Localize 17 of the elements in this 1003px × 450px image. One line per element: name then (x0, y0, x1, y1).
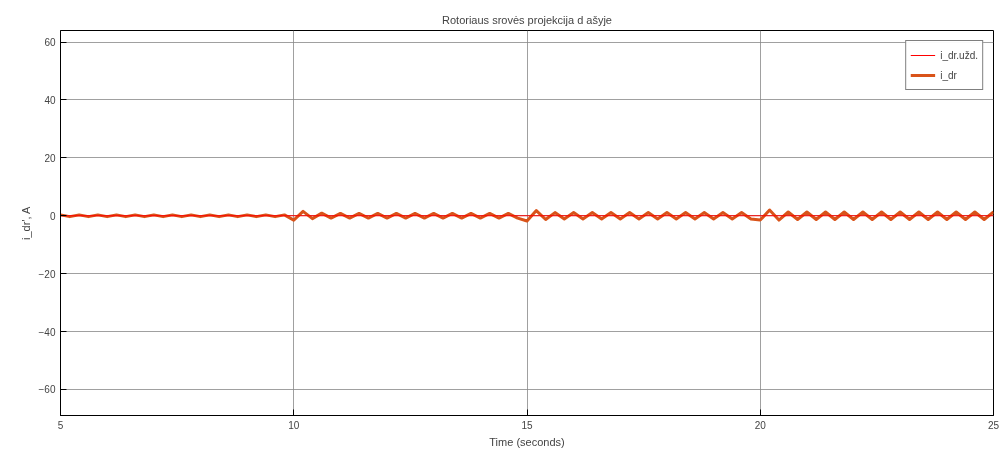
x-tick-label: 5 (57, 419, 64, 431)
y-axis-title: i_dr', A (19, 206, 32, 240)
legend-label: i_dr.užd. (940, 49, 978, 61)
x-axis-title: Time (seconds) (489, 435, 565, 448)
x-tick-label: 25 (987, 419, 1000, 431)
chart-title: Rotoriaus srovės projekcija d ašyje (442, 13, 612, 26)
x-tick-label: 15 (521, 419, 533, 431)
y-tick-label: 0 (49, 210, 56, 222)
x-tick-label: 10 (288, 419, 300, 431)
legend-label: i_dr (940, 69, 958, 81)
y-tick-label: 20 (44, 152, 56, 164)
y-tick-label: −20 (38, 268, 56, 280)
y-tick-label: 40 (44, 94, 56, 106)
y-tick-label: −40 (38, 326, 56, 338)
x-tick-label: 20 (754, 419, 767, 431)
y-tick-label: −60 (38, 384, 56, 396)
y-tick-label: 60 (44, 37, 56, 49)
